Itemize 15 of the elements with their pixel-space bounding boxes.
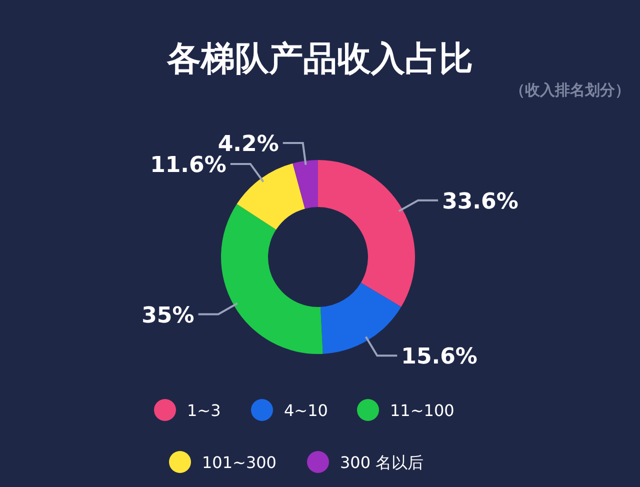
donut-slice xyxy=(236,163,305,230)
legend-label: 300 名以后 xyxy=(340,453,424,472)
text: （收入排名划分） xyxy=(510,81,630,99)
data-label: 33.6% xyxy=(442,189,518,214)
data-label: 15.6% xyxy=(401,344,478,370)
legend-label: 1~3 xyxy=(187,401,221,420)
data-label: 35% xyxy=(142,303,194,328)
donut-slice xyxy=(318,160,415,307)
legend-label: 4~10 xyxy=(284,401,328,420)
chart-title: 各梯队产品收入占比 xyxy=(166,39,473,79)
donut-slice xyxy=(292,160,318,209)
legend-label: 11~100 xyxy=(390,401,454,420)
donut-slice xyxy=(320,282,402,354)
donut-slice xyxy=(221,204,323,354)
legend-label: 101~300 xyxy=(202,453,276,472)
